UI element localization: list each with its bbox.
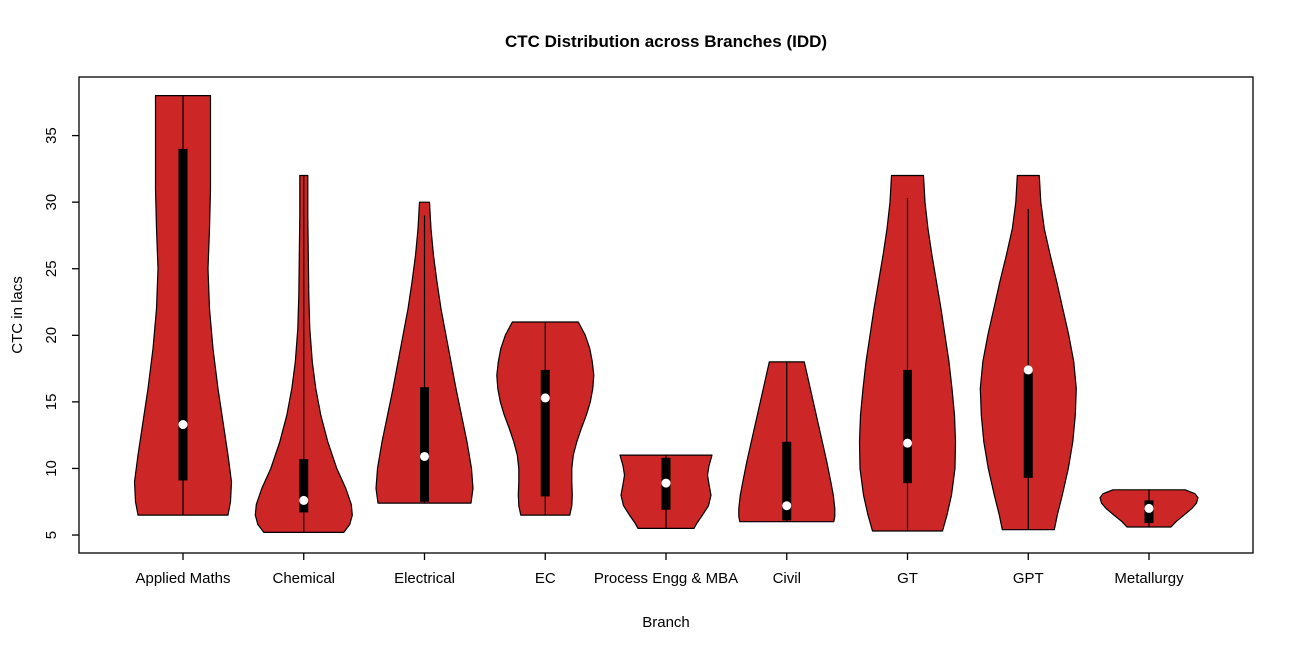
violin-civil bbox=[738, 361, 836, 523]
iqr-box bbox=[299, 459, 309, 513]
y-tick-label: 25 bbox=[43, 260, 60, 277]
iqr-box bbox=[782, 441, 792, 521]
chart-title: CTC Distribution across Branches (IDD) bbox=[505, 32, 827, 51]
violin-electrical bbox=[375, 201, 474, 504]
y-tick-label: 15 bbox=[43, 394, 60, 411]
violin-gt bbox=[858, 174, 957, 532]
median-dot bbox=[782, 501, 792, 511]
x-tick-label: GT bbox=[897, 570, 918, 587]
iqr-box bbox=[420, 387, 429, 502]
median-dot bbox=[1144, 503, 1154, 513]
x-tick-label: EC bbox=[535, 570, 556, 587]
median-dot bbox=[540, 393, 550, 403]
x-tick-label: Electrical bbox=[394, 570, 455, 587]
violin-gpt bbox=[979, 174, 1077, 531]
violin-chemical bbox=[254, 174, 353, 533]
violin-metallurgy bbox=[1099, 489, 1199, 528]
x-tick-label: Applied Maths bbox=[135, 570, 230, 587]
iqr-box bbox=[540, 369, 550, 497]
median-dot bbox=[661, 478, 671, 488]
x-tick-label: Civil bbox=[773, 570, 801, 587]
median-dot bbox=[903, 438, 912, 448]
x-tick-label: GPT bbox=[1013, 570, 1044, 587]
x-tick-label: Chemical bbox=[272, 570, 335, 587]
iqr-box bbox=[1023, 372, 1033, 478]
iqr-box bbox=[903, 369, 912, 484]
violin-applied-maths bbox=[133, 95, 233, 516]
violin-layer bbox=[133, 95, 1199, 533]
y-tick-label: 20 bbox=[43, 327, 60, 344]
y-tick-label: 35 bbox=[43, 127, 60, 144]
median-dot bbox=[1023, 365, 1033, 375]
median-dot bbox=[299, 495, 309, 505]
x-axis-label: Branch bbox=[642, 614, 690, 631]
median-dot bbox=[178, 420, 188, 430]
x-tick-label: Metallurgy bbox=[1114, 570, 1184, 587]
iqr-box bbox=[178, 148, 188, 481]
y-axis-label: CTC in lacs bbox=[9, 276, 26, 354]
y-tick-label: 30 bbox=[43, 194, 60, 211]
violin-ec bbox=[496, 321, 595, 516]
y-tick-label: 5 bbox=[43, 531, 60, 539]
x-tick-label: Process Engg & MBA bbox=[594, 570, 738, 587]
y-tick-label: 10 bbox=[43, 460, 60, 477]
axis-layer: 5 10 15 20 25 30 35 Applied Maths Chemical Electr… bbox=[43, 76, 1254, 587]
violin-process-engg-mba bbox=[619, 454, 713, 529]
median-dot bbox=[420, 451, 429, 461]
